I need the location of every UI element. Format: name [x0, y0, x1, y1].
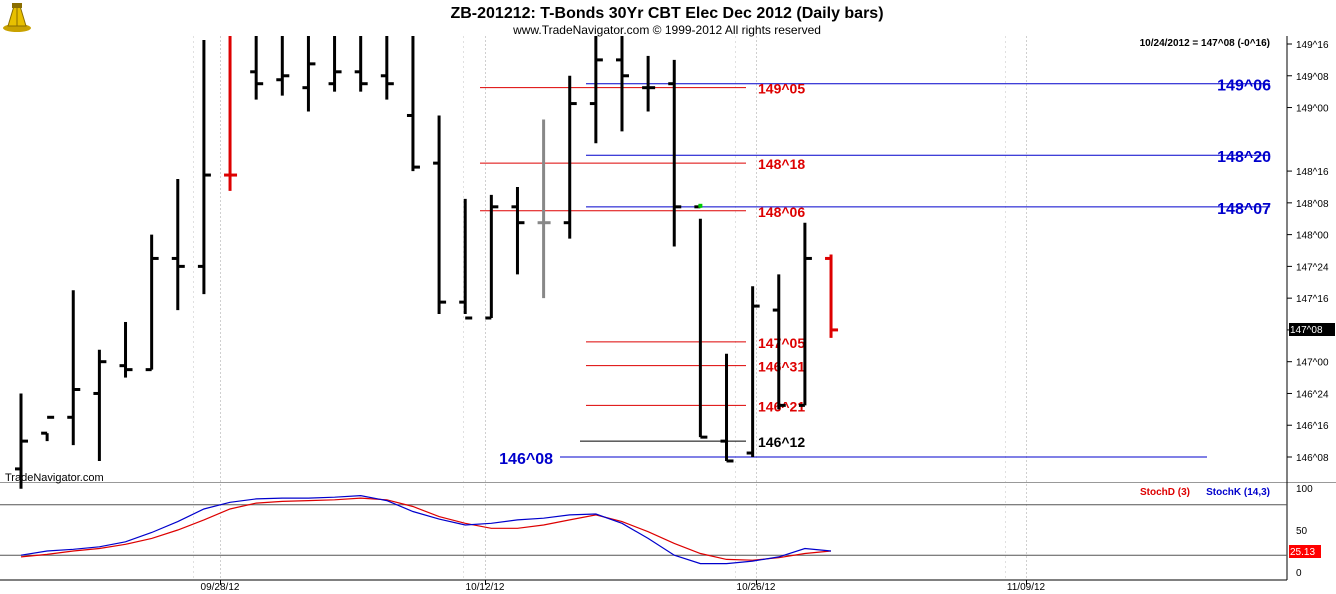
- ohlc-bar: [668, 59, 682, 247]
- level-label: 146^12: [758, 434, 805, 450]
- price-tick-label: 146^16: [1296, 421, 1329, 432]
- price-tick-label: 149^08: [1296, 72, 1329, 83]
- ohlc-bar: [537, 119, 551, 299]
- legend-stochk: StochK (14,3): [1206, 487, 1270, 498]
- level-label: 147^05: [758, 335, 805, 351]
- current-price-label: 147^08: [1290, 325, 1323, 336]
- ohlc-bar: [119, 321, 133, 378]
- signal-marker: [698, 203, 703, 208]
- ohlc-bar: [615, 36, 629, 132]
- level-label: 146^31: [758, 359, 805, 375]
- ohlc-bar: [459, 198, 473, 320]
- ohlc-bars: [15, 36, 839, 489]
- level-label: 148^18: [758, 156, 805, 172]
- ohlc-bar: [15, 393, 28, 489]
- ohlc-bar: [694, 205, 708, 439]
- ohlc-bar: [642, 55, 656, 112]
- stoch-tick-label: 0: [1296, 568, 1302, 579]
- ohlc-bar: [563, 75, 577, 239]
- price-tick-label: 147^16: [1296, 294, 1329, 305]
- price-tick-label: 148^08: [1296, 199, 1329, 210]
- ohlc-bar: [433, 115, 447, 315]
- price-tick-label: 147^00: [1296, 358, 1329, 369]
- watermark: TradeNavigator.com: [5, 472, 104, 484]
- ohlc-bar: [276, 36, 290, 96]
- date-tick-label: 10/26/12: [737, 582, 776, 593]
- level-label: 146^08: [499, 451, 553, 468]
- price-tick-label: 148^00: [1296, 231, 1329, 242]
- trade-navigator-logo-icon: [3, 3, 31, 32]
- price-tick-label: 147^24: [1296, 262, 1329, 273]
- ohlc-bar: [354, 36, 368, 92]
- level-label: 148^07: [1217, 201, 1271, 218]
- stochd-line: [20, 497, 832, 561]
- copyright-notice: www.TradeNavigator.com © 1999-2012 All r…: [512, 23, 821, 37]
- ohlc-bar: [380, 36, 394, 100]
- support-resistance-levels: 149^06 149^05 148^20 148^18 148^07 148^06 147^…: [480, 78, 1271, 468]
- stochastic-axis: 100 50 0: [1286, 482, 1313, 580]
- ohlc-bar: [589, 36, 603, 144]
- ohlc-bar: [798, 222, 812, 407]
- ohlc-bar: [67, 290, 81, 446]
- ohlc-bar: [250, 36, 264, 100]
- price-tick-label: 146^24: [1296, 389, 1329, 400]
- ohlc-bar: [485, 194, 499, 320]
- chart-title: ZB-201212: T-Bonds 30Yr CBT Elec Dec 201…: [450, 5, 883, 22]
- stoch-last-marker: 25.13: [1289, 545, 1321, 558]
- ohlc-bar: [825, 254, 839, 338]
- stoch-last-label: 25.13: [1290, 547, 1315, 558]
- legend-stochd: StochD (3): [1140, 487, 1190, 498]
- grid-lines: [193, 36, 1027, 580]
- level-label: 149^06: [1217, 78, 1271, 95]
- price-tick-label: 149^00: [1296, 104, 1329, 115]
- date-tick-label: 10/12/12: [466, 582, 505, 593]
- ohlc-bar: [302, 36, 316, 112]
- stochastic-pane: [0, 494, 1287, 565]
- ohlc-bar: [406, 36, 420, 172]
- date-tick-label: 11/09/12: [1007, 582, 1046, 593]
- ohlc-bar: [93, 349, 107, 461]
- ohlc-bar: [197, 40, 211, 295]
- stoch-tick-label: 100: [1296, 484, 1313, 495]
- price-tick-label: 148^16: [1296, 167, 1329, 178]
- ohlc-bar: [511, 186, 525, 275]
- ohlc-bar: [145, 234, 159, 372]
- level-label: 148^06: [758, 204, 805, 220]
- stochk-line: [20, 494, 832, 565]
- ohlc-bar: [41, 415, 55, 442]
- last-price-info: 10/24/2012 = 147^08 (-0^16): [1140, 38, 1270, 49]
- ohlc-bar: [224, 36, 238, 191]
- level-label: 149^05: [758, 81, 805, 97]
- ohlc-bar: [720, 353, 734, 463]
- price-tick-label: 149^16: [1296, 40, 1329, 51]
- ohlc-bar: [171, 179, 185, 311]
- date-tick-label: 09/28/12: [201, 582, 240, 593]
- date-axis: 09/28/12 10/12/12 10/26/12 11/09/12: [201, 580, 1046, 593]
- ohlc-bar: [772, 274, 786, 410]
- stoch-tick-label: 50: [1296, 526, 1308, 537]
- price-tick-label: 146^08: [1296, 453, 1329, 464]
- level-label: 148^20: [1217, 149, 1271, 166]
- ohlc-bar: [328, 36, 342, 92]
- price-axis: 149^16 149^08 149^00 148^16 148^08 148^00 147^…: [1286, 36, 1329, 482]
- current-price-marker: 147^08: [1289, 323, 1335, 336]
- ohlc-bar: [746, 286, 760, 457]
